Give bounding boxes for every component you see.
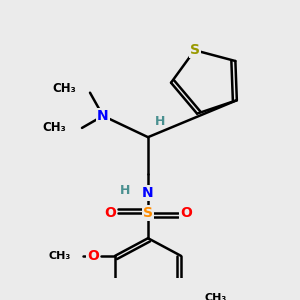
Text: S: S — [143, 206, 153, 220]
Text: H: H — [120, 184, 130, 197]
Text: CH₃: CH₃ — [205, 293, 227, 300]
Text: O: O — [180, 206, 192, 220]
Text: O: O — [87, 249, 99, 263]
Text: N: N — [142, 186, 154, 200]
Text: CH₃: CH₃ — [42, 122, 66, 134]
Text: CH₃: CH₃ — [49, 251, 71, 261]
Text: S: S — [190, 43, 200, 57]
Text: N: N — [97, 109, 109, 123]
Text: H: H — [155, 115, 165, 128]
Text: CH₃: CH₃ — [52, 82, 76, 94]
Text: O: O — [104, 206, 116, 220]
